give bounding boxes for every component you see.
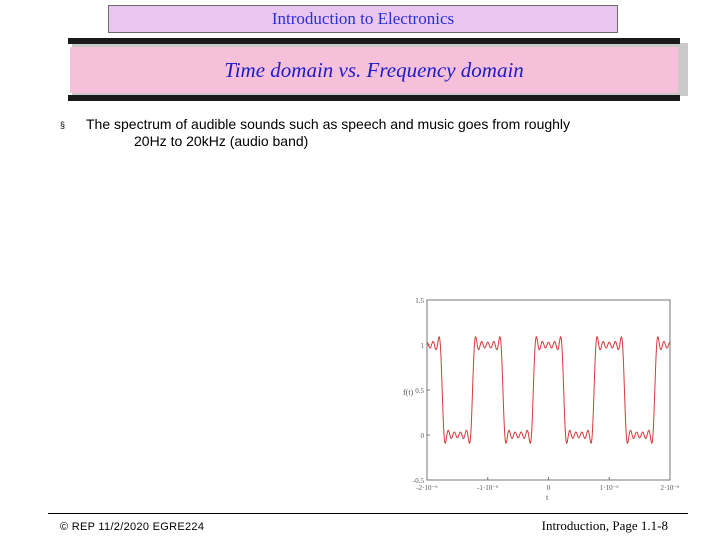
slide-title-box: Time domain vs. Frequency domain	[70, 47, 678, 93]
x-tick-label: 1·10⁻⁶	[600, 484, 620, 492]
title-rule-bottom	[68, 95, 680, 101]
footer-page-number: Introduction, Page 1.1-8	[541, 518, 668, 533]
y-tick-label: 0.5	[415, 387, 424, 395]
x-axis-ticks: -2·10⁻⁶ -1·10⁻⁶ 0 1·10⁻⁶ 2·10⁻⁶	[416, 477, 680, 492]
bullet-marker: §	[60, 120, 66, 130]
series-line-square-wave	[426, 335, 671, 444]
header-banner: Introduction to Electronics	[108, 5, 618, 33]
header-title: Introduction to Electronics	[271, 9, 455, 28]
y-tick-label: 0	[421, 432, 425, 440]
plot-area	[426, 299, 671, 481]
y-axis-label: f(t)	[403, 388, 414, 397]
y-tick-label: 1.5	[415, 297, 424, 305]
square-wave-chart: 1.5 1 0.5 0 -0.5 -2·10⁻⁶ -1·10⁻⁶ 0 1·10⁻⁶ 2·10⁻⁶…	[403, 297, 680, 502]
title-rule-top	[68, 38, 680, 44]
x-tick-label: 2·10⁻⁶	[661, 484, 680, 492]
y-tick-label: 1	[421, 342, 425, 350]
x-tick-label: 0	[547, 484, 551, 492]
x-tick-label: -1·10⁻⁶	[477, 484, 499, 492]
y-tick-label: -0.5	[413, 477, 425, 485]
bullet-text: The spectrum of audible sounds such as s…	[86, 116, 646, 150]
bullet-line-2: 20Hz to 20kHz (audio band)	[134, 133, 309, 149]
x-axis-label: t	[546, 493, 549, 502]
footer-rule	[48, 513, 688, 514]
bullet-line-1: The spectrum of audible sounds such as s…	[86, 116, 571, 132]
x-tick-label: -2·10⁻⁶	[416, 484, 438, 492]
plot-border	[426, 299, 671, 481]
slide-title: Time domain vs. Frequency domain	[224, 57, 524, 82]
footer-copyright: © REP 11/2/2020 EGRE224	[60, 521, 205, 533]
